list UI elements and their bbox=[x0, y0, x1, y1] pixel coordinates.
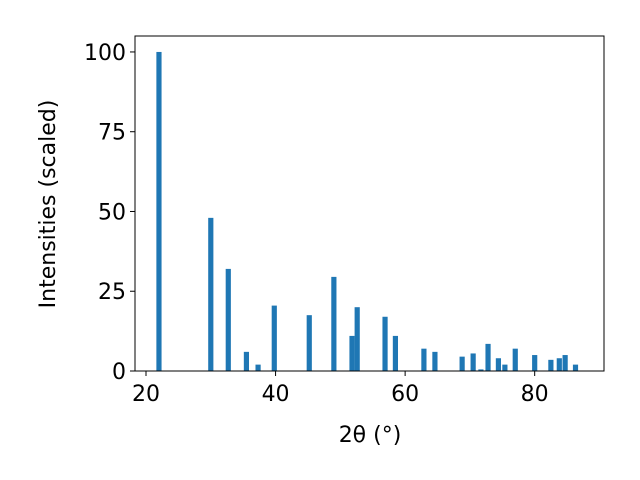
y-tick-label: 75 bbox=[98, 121, 126, 146]
y-tick-label: 100 bbox=[84, 41, 126, 66]
bar bbox=[459, 356, 465, 371]
bar bbox=[485, 343, 491, 371]
x-tick-label: 40 bbox=[262, 382, 290, 407]
y-tick-label: 50 bbox=[98, 200, 126, 225]
bar bbox=[331, 276, 337, 371]
bar bbox=[562, 355, 568, 371]
bar bbox=[392, 335, 399, 371]
y-tick-label: 0 bbox=[112, 360, 126, 385]
bar bbox=[495, 358, 502, 371]
bar bbox=[548, 359, 554, 371]
x-tick-label: 60 bbox=[391, 382, 419, 407]
bar bbox=[502, 364, 508, 371]
bar bbox=[349, 335, 355, 371]
bar bbox=[225, 268, 231, 371]
bar bbox=[354, 307, 360, 371]
bar bbox=[512, 348, 518, 371]
bar bbox=[432, 351, 438, 371]
x-tick-label: 80 bbox=[521, 382, 549, 407]
bar bbox=[421, 348, 427, 371]
y-axis-label: Intensities (scaled) bbox=[36, 100, 61, 309]
bar bbox=[470, 353, 476, 371]
bar bbox=[156, 51, 162, 371]
bar bbox=[532, 355, 538, 371]
bar bbox=[572, 364, 579, 371]
bar bbox=[208, 217, 214, 371]
bar bbox=[255, 364, 261, 371]
bar bbox=[243, 351, 250, 371]
bar bbox=[306, 315, 312, 371]
bar bbox=[382, 316, 388, 371]
bar bbox=[478, 369, 484, 371]
bar bbox=[556, 358, 562, 371]
x-tick-label: 20 bbox=[132, 382, 160, 407]
bar bbox=[271, 305, 277, 371]
y-tick-label: 25 bbox=[98, 280, 126, 305]
plot-frame bbox=[134, 35, 605, 372]
x-axis-label: 2θ (°) bbox=[339, 423, 402, 448]
